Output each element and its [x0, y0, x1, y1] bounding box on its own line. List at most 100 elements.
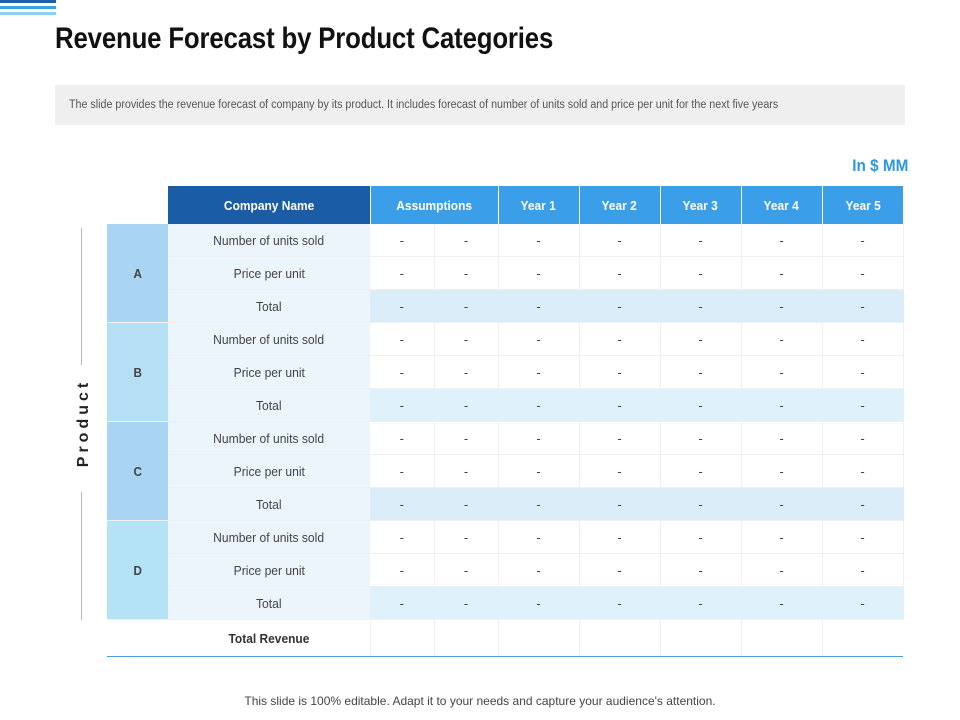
header-year-4: Year 4 [741, 186, 823, 224]
row-label: Price per unit [168, 355, 370, 389]
value-cell: - [579, 553, 661, 587]
value-cell: - [741, 289, 823, 323]
value-cell: - [498, 289, 580, 323]
value-cell: - [822, 586, 904, 620]
product-letter-a: A [107, 224, 168, 323]
axis-line-bottom [81, 492, 82, 620]
value-cell: - [579, 388, 661, 422]
value-cell: - [579, 256, 661, 290]
value-cell: - [370, 322, 435, 356]
value-cell: - [498, 487, 580, 521]
value-cell: - [822, 487, 904, 521]
value-cell: - [434, 520, 499, 554]
value-cell: - [660, 421, 742, 455]
value-cell: - [660, 224, 742, 257]
value-cell: - [741, 520, 823, 554]
value-cell: - [660, 586, 742, 620]
value-cell: - [741, 586, 823, 620]
value-cell: - [370, 454, 435, 488]
row-label: Number of units sold [168, 322, 370, 356]
value-cell: - [741, 454, 823, 488]
value-cell: - [660, 454, 742, 488]
row-label: Price per unit [168, 454, 370, 488]
value-cell: - [370, 586, 435, 620]
value-cell: - [498, 256, 580, 290]
value-cell: - [579, 355, 661, 389]
value-cell: - [822, 553, 904, 587]
total-revenue-cell [660, 619, 742, 657]
row-label: Total [168, 289, 370, 323]
value-cell: - [434, 454, 499, 488]
value-cell: - [434, 586, 499, 620]
value-cell: - [822, 388, 904, 422]
total-revenue-cell [822, 619, 903, 657]
table-row: A Number of units sold - - - - - - - [107, 224, 904, 323]
value-cell: - [579, 520, 661, 554]
axis-line-top [81, 228, 82, 365]
value-cell: - [370, 388, 435, 422]
value-cell: - [741, 421, 823, 455]
footer-note: This slide is 100% editable. Adapt it to… [244, 694, 716, 708]
row-label: Total [168, 388, 370, 422]
value-cell: - [579, 586, 661, 620]
value-cell: - [741, 355, 823, 389]
table-row: B Number of units sold - - - - - - - [107, 322, 904, 422]
value-cell: - [741, 487, 823, 521]
total-revenue-label: Total Revenue [168, 619, 371, 657]
value-cell: - [370, 553, 435, 587]
row-label: Total [168, 487, 370, 521]
value-cell: - [370, 355, 435, 389]
value-cell: - [822, 256, 904, 290]
row-label: Price per unit [168, 553, 370, 587]
value-cell: - [434, 553, 499, 587]
total-revenue-cell [741, 619, 823, 657]
value-cell: - [660, 553, 742, 587]
header-company-name: Company Name [168, 186, 371, 224]
value-cell: - [822, 454, 904, 488]
value-cell: - [579, 487, 661, 521]
table-body: A Number of units sold - - - - - - - Price per un… [107, 224, 904, 657]
page-title: Revenue Forecast by Product Categories [55, 22, 554, 55]
total-row: Total - - - - - - - [107, 487, 904, 521]
value-cell: - [434, 322, 499, 356]
table-row: Price per unit - - - - - - - [107, 256, 904, 290]
row-label: Number of units sold [168, 421, 370, 455]
total-row: Total - - - - - - - [107, 586, 904, 620]
value-cell: - [579, 289, 661, 323]
value-cell: - [498, 586, 580, 620]
value-cell: - [498, 355, 580, 389]
header-year-1: Year 1 [498, 186, 580, 224]
value-cell: - [498, 454, 580, 488]
value-cell: - [498, 322, 580, 356]
value-cell: - [434, 256, 499, 290]
value-cell: - [498, 224, 580, 257]
value-cell: - [434, 388, 499, 422]
product-axis-label: Product [75, 378, 92, 468]
decorative-lines [0, 0, 56, 18]
value-cell: - [498, 421, 580, 455]
value-cell: - [370, 520, 435, 554]
value-cell: - [741, 388, 823, 422]
value-cell: - [579, 421, 661, 455]
value-cell: - [434, 224, 499, 257]
table-row: Price per unit - - - - - - - [107, 355, 904, 389]
value-cell: - [660, 289, 742, 323]
row-label: Price per unit [168, 256, 370, 290]
product-letter-d: D [107, 520, 168, 620]
table-row: C Number of units sold - - - - - - - [107, 421, 904, 521]
value-cell: - [579, 454, 661, 488]
value-cell: - [741, 322, 823, 356]
value-cell: - [579, 224, 661, 257]
value-cell: - [660, 388, 742, 422]
total-revenue-blank [107, 619, 168, 657]
value-cell: - [741, 256, 823, 290]
total-revenue-row: Total Revenue [107, 619, 903, 657]
value-cell: - [741, 224, 823, 257]
value-cell: - [370, 224, 435, 257]
value-cell: - [370, 421, 435, 455]
total-revenue-cell [579, 619, 661, 657]
value-cell: - [434, 355, 499, 389]
total-row: Total - - - - - - - [107, 388, 904, 422]
total-revenue-cell [434, 619, 499, 657]
value-cell: - [660, 322, 742, 356]
